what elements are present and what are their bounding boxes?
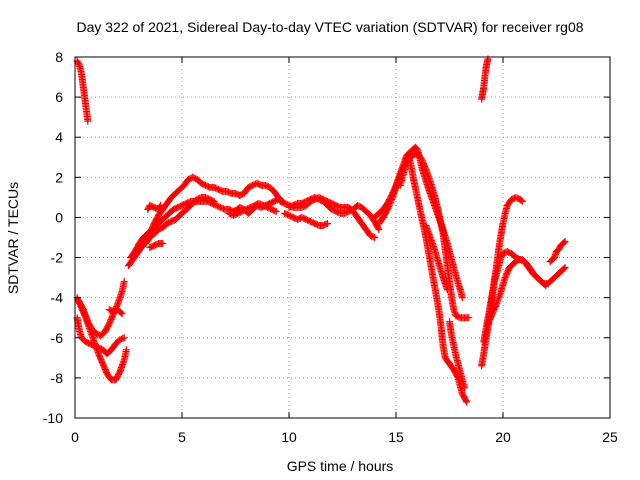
y-tick-label: 6 (55, 89, 63, 105)
y-tick-label: 2 (55, 169, 63, 185)
data-point-c4 (371, 234, 379, 241)
data-point-c3 (272, 207, 280, 215)
y-tick-label: -6 (51, 330, 64, 346)
data-point-b4 (156, 203, 164, 211)
data-point-a3 (120, 334, 128, 342)
data-point-a5 (117, 309, 125, 317)
data-point-c4 (369, 233, 377, 241)
data-point-d1 (458, 294, 466, 302)
x-tick-label: 5 (178, 429, 186, 445)
data-point-d3 (462, 397, 470, 405)
data-point-a4 (82, 313, 90, 321)
data-point-e5 (560, 239, 568, 246)
data-point-c5 (324, 220, 331, 227)
data-point-a1 (84, 117, 92, 125)
data-point-e5 (561, 238, 569, 245)
data-point-a2 (90, 336, 98, 344)
x-axis-label: GPS time / hours (287, 458, 394, 474)
x-tick-label: 25 (602, 429, 618, 445)
y-tick-label: -2 (51, 250, 64, 266)
plot-frame (74, 56, 611, 419)
x-tick-label: 15 (388, 429, 404, 445)
data-point-d5 (461, 384, 468, 392)
chart-title: Day 322 of 2021, Sidereal Day-to-day VTE… (76, 19, 583, 35)
data-point-a2 (122, 346, 130, 354)
data-point-a5 (118, 310, 126, 318)
data-point-c6 (374, 224, 382, 232)
data-point-b5 (159, 240, 167, 247)
data-point-e2 (518, 197, 526, 205)
data-point-c6 (375, 226, 383, 233)
y-tick-label: -10 (43, 410, 63, 426)
data-marks (73, 55, 569, 406)
data-point-b3 (209, 197, 217, 205)
x-tick-label: 0 (71, 429, 79, 445)
y-axis-label: SDTVAR / TECUs (5, 182, 21, 294)
y-tick-label: 8 (55, 49, 63, 65)
data-point-e4 (561, 264, 569, 272)
data-point-d4 (443, 286, 451, 294)
x-tick-label: 20 (495, 429, 511, 445)
data-point-b4 (157, 201, 165, 209)
data-point-d3 (463, 398, 471, 406)
x-tick-label: 10 (281, 429, 297, 445)
data-point-e4 (560, 265, 568, 273)
y-tick-label: 4 (55, 129, 63, 145)
data-point-a4 (120, 278, 128, 286)
data-point-b3 (210, 197, 218, 205)
axis-ticks: 0 5 10 15 20 25 -10 -8 -6 -4 -2 0 2 4 6 8 (43, 49, 618, 445)
data-point-e2 (517, 196, 525, 204)
y-tick-label: 0 (55, 209, 63, 225)
data-point-d2 (465, 314, 473, 322)
y-tick-label: -4 (51, 290, 64, 306)
y-tick-label: -8 (51, 370, 64, 386)
grid (75, 57, 610, 418)
